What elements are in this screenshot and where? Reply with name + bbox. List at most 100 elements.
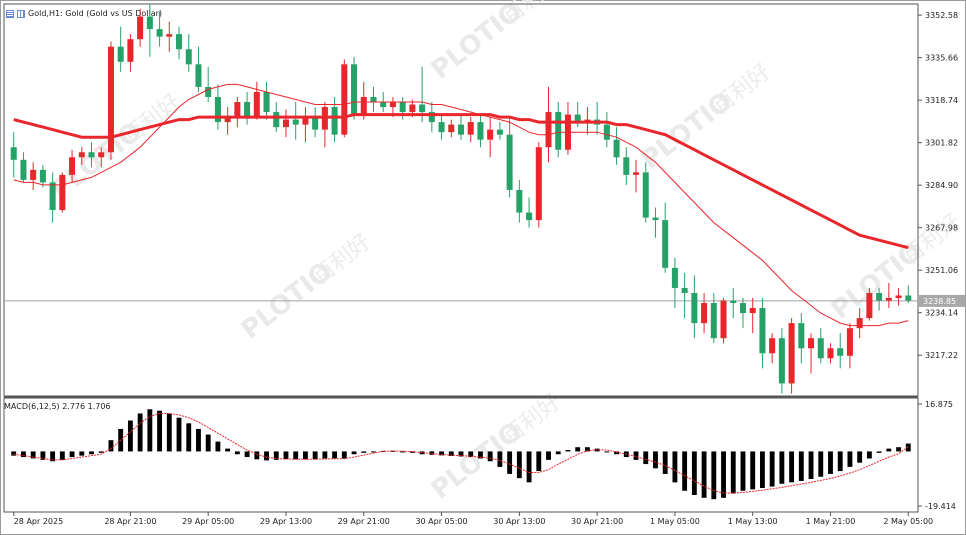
macd-tick-label: -19.414: [925, 502, 956, 511]
candle-body: [78, 152, 85, 158]
candle-body: [516, 189, 523, 213]
macd-bar: [429, 451, 435, 455]
candle-body: [749, 308, 756, 314]
candle-body: [487, 129, 494, 140]
macd-bar: [89, 451, 94, 455]
candle-body: [137, 16, 144, 40]
candle-body: [467, 122, 474, 135]
candle-body: [88, 152, 95, 158]
macd-bar: [691, 451, 697, 495]
candle-body: [107, 46, 114, 153]
macd-bar: [196, 428, 201, 452]
macd-bar: [643, 451, 649, 465]
time-tick-label: 2 May 05:00: [883, 517, 933, 526]
macd-bar: [400, 451, 406, 453]
candle-body: [419, 104, 426, 113]
candle-body: [642, 172, 649, 218]
candle-body: [671, 267, 678, 288]
macd-bar: [390, 450, 396, 452]
macd-bar: [750, 451, 756, 490]
candle-body: [496, 129, 503, 135]
candle-body: [730, 300, 737, 304]
macd-bar: [730, 451, 736, 494]
candle-body: [156, 29, 163, 37]
macd-bar: [896, 447, 901, 452]
macd-bar: [798, 451, 804, 481]
macd-bar: [633, 451, 639, 460]
candle-body: [866, 292, 873, 319]
macd-tick-label: 16.875: [925, 400, 953, 409]
macd-bar: [157, 410, 163, 452]
chart-title-text: Gold,H1: Gold (Gold vs US Dollar): [28, 9, 163, 18]
candle-body: [370, 96, 377, 102]
macd-bar: [254, 451, 260, 460]
macd-bar: [98, 451, 104, 453]
macd-bar: [147, 409, 153, 452]
macd-bar: [225, 448, 231, 452]
candle-body: [331, 107, 338, 135]
macd-bar: [808, 451, 814, 479]
macd-bar: [127, 420, 133, 452]
candle-body: [837, 348, 844, 356]
macd-bar: [565, 450, 571, 452]
candle-body: [652, 217, 659, 221]
price-tick-label: 3318.74: [925, 96, 958, 105]
candle-body: [856, 318, 863, 329]
candle-body: [10, 147, 17, 160]
candle-body: [701, 303, 708, 324]
candle-body: [98, 152, 105, 158]
candle-body: [778, 338, 785, 384]
current-price-label: 3238.85: [923, 297, 956, 306]
time-tick-label: 1 May 13:00: [728, 517, 778, 526]
price-tick-label: 3301.82: [925, 139, 958, 148]
macd-bar: [857, 451, 863, 463]
candle-body: [710, 303, 717, 339]
macd-bar: [828, 451, 833, 474]
macd-signal-line: [13, 413, 909, 494]
macd-label: MACD(6,12,5) 2.776 1.706: [4, 402, 111, 411]
macd-bar: [740, 451, 746, 491]
macd-bar: [497, 451, 503, 467]
bars-icon[interactable]: [17, 9, 25, 18]
candle-body: [477, 122, 484, 140]
macd-bar: [546, 451, 551, 460]
price-tick-label: 3335.66: [925, 54, 958, 63]
macd-bar: [332, 451, 338, 459]
candle-body: [623, 157, 630, 175]
time-tick-label: 30 Apr 13:00: [493, 517, 545, 526]
candle-body: [185, 49, 192, 65]
macd-bar: [507, 451, 513, 474]
candle-body: [176, 34, 183, 50]
macd-bar: [166, 413, 172, 452]
candle-body: [273, 112, 280, 128]
macd-panel-border: [3, 397, 919, 513]
candle-body: [69, 157, 76, 175]
macd-bar: [487, 451, 493, 462]
time-tick-label: 30 Apr 21:00: [571, 517, 623, 526]
macd-bar: [847, 451, 853, 467]
price-tick-label: 3352.58: [925, 11, 958, 20]
candle-body: [409, 104, 416, 113]
price-tick-label: 3234.14: [925, 309, 958, 318]
macd-bar: [371, 451, 376, 453]
macd-bar: [526, 451, 532, 483]
macd-bar: [234, 451, 240, 455]
macd-bar: [478, 451, 483, 459]
price-panel-border: [3, 3, 919, 397]
macd-bar: [701, 451, 707, 498]
macd-bar: [448, 451, 454, 456]
candle-body: [506, 134, 513, 190]
candle-body: [555, 112, 562, 150]
list-icon[interactable]: [6, 9, 14, 18]
candle-body: [603, 124, 610, 140]
macd-bar: [837, 451, 843, 472]
price-tick-label: 3251.06: [925, 266, 958, 275]
macd-bar: [536, 451, 542, 472]
macd-bar: [30, 451, 36, 459]
time-tick-label: 29 Apr 05:00: [182, 517, 234, 526]
time-tick-label: 28 Apr 21:00: [104, 517, 156, 526]
macd-bar: [468, 451, 474, 458]
macd-bar: [653, 451, 658, 469]
macd-bar: [361, 451, 367, 453]
